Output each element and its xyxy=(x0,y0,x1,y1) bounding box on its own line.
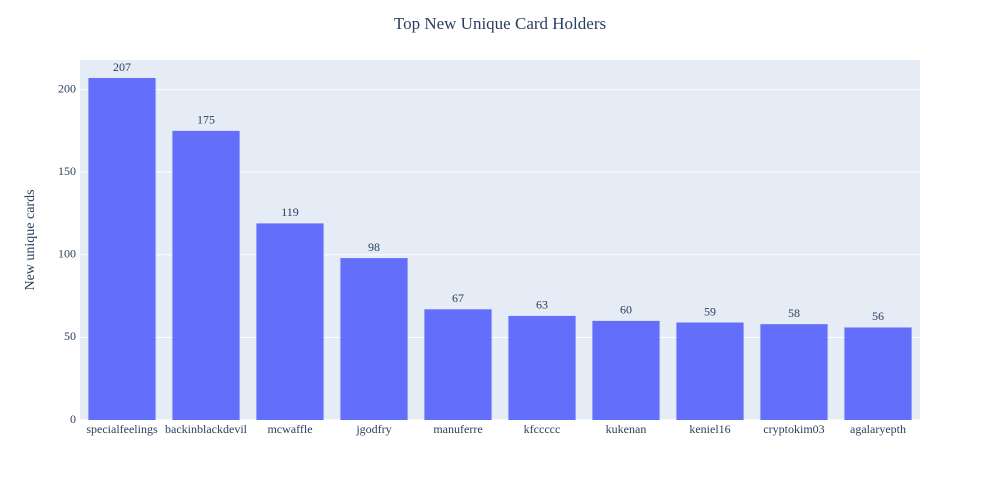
bar xyxy=(88,78,156,420)
data-label: 56 xyxy=(872,309,884,323)
data-label: 175 xyxy=(197,113,215,127)
chart-title: Top New Unique Card Holders xyxy=(394,14,606,33)
x-tick-label: mcwaffle xyxy=(267,422,312,436)
y-axis-title: New unique cards xyxy=(23,189,38,290)
bar xyxy=(844,327,912,420)
data-label: 98 xyxy=(368,240,380,254)
bar xyxy=(508,315,576,420)
x-tick-label: keniel16 xyxy=(689,422,730,436)
bar xyxy=(424,309,492,420)
x-tick-label: manuferre xyxy=(433,422,482,436)
x-tick-label: cryptokim03 xyxy=(763,422,824,436)
bar xyxy=(760,324,828,420)
data-label: 119 xyxy=(281,205,299,219)
x-tick-label: backinblackdevil xyxy=(165,422,248,436)
data-label: 59 xyxy=(704,304,716,318)
x-tick-label: jgodfry xyxy=(355,422,391,436)
x-tick-label: kfccccc xyxy=(524,422,561,436)
bar xyxy=(340,258,408,420)
data-label: 67 xyxy=(452,291,464,305)
bar xyxy=(256,223,324,420)
bar xyxy=(592,320,660,420)
data-label: 207 xyxy=(113,60,131,74)
y-tick-label: 150 xyxy=(58,164,76,178)
x-tick-label: specialfeelings xyxy=(86,422,158,436)
y-tick-label: 50 xyxy=(64,329,76,343)
y-tick-label: 100 xyxy=(58,247,76,261)
data-label: 60 xyxy=(620,303,632,317)
x-tick-label: kukenan xyxy=(606,422,647,436)
data-label: 63 xyxy=(536,298,548,312)
bar xyxy=(676,322,744,420)
y-tick-label: 0 xyxy=(70,412,76,426)
bar xyxy=(172,130,240,420)
data-label: 58 xyxy=(788,306,800,320)
y-tick-label: 200 xyxy=(58,81,76,95)
x-tick-label: agalaryepth xyxy=(850,422,906,436)
